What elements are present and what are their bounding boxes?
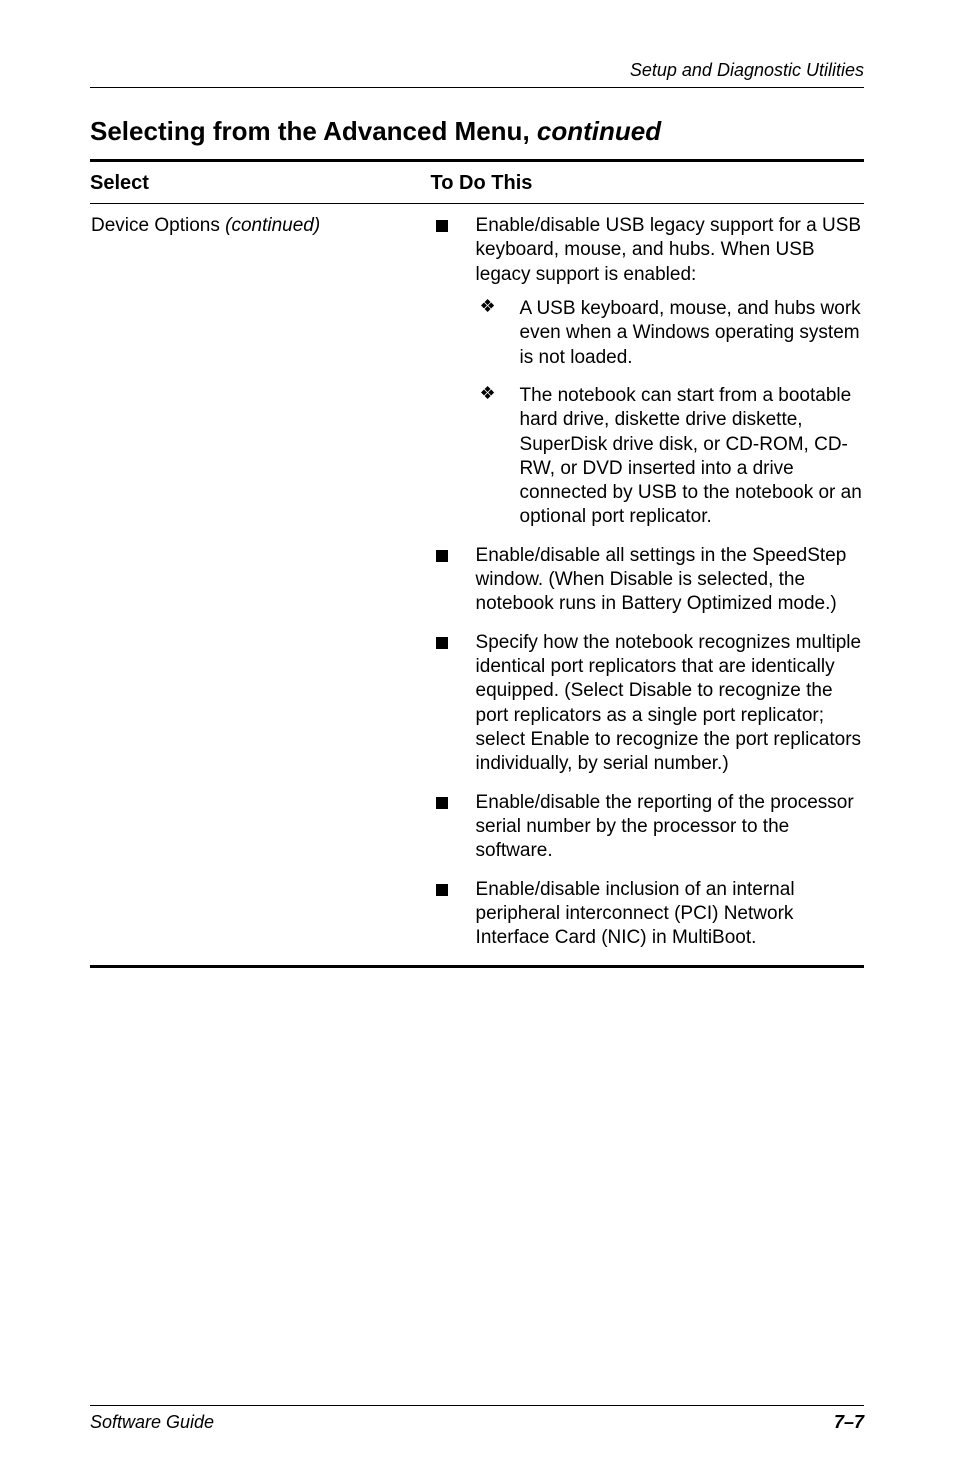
sub-list-item: The notebook can start from a bootable h… <box>476 384 863 530</box>
bullet-list: Enable/disable USB legacy support for a … <box>432 214 863 950</box>
list-item: Enable/disable inclusion of an internal … <box>432 878 863 951</box>
list-item-text: Enable/disable USB legacy support for a … <box>476 215 862 285</box>
footer-divider <box>90 1405 864 1406</box>
section-title: Selecting from the Advanced Menu, contin… <box>90 116 864 147</box>
list-item: Enable/disable all settings in the Speed… <box>432 544 863 617</box>
top-divider <box>90 87 864 88</box>
list-item: Specify how the notebook recognizes mult… <box>432 631 863 777</box>
col-header-select: Select <box>90 162 431 203</box>
footer-left: Software Guide <box>90 1412 214 1433</box>
table-row: Device Options (continued) Enable/disabl… <box>90 204 864 965</box>
footer-row: Software Guide 7–7 <box>90 1412 864 1433</box>
list-item: Enable/disable USB legacy support for a … <box>432 214 863 530</box>
row-label-cell: Device Options (continued) <box>90 204 431 965</box>
section-title-text: Selecting from the Advanced Menu, <box>90 116 537 146</box>
table-bottom-rule <box>90 965 864 968</box>
row-label-text: Device Options <box>91 215 225 236</box>
sub-list: A USB keyboard, mouse, and hubs work eve… <box>476 297 863 530</box>
col-header-todo: To Do This <box>431 162 864 203</box>
footer-page-number: 7–7 <box>834 1412 864 1433</box>
table-header-row: Select To Do This <box>90 162 864 203</box>
running-head: Setup and Diagnostic Utilities <box>90 60 864 81</box>
section-title-continued: continued <box>537 116 661 146</box>
advanced-menu-table: Select To Do This Device Options (contin… <box>90 162 864 968</box>
list-item: Enable/disable the reporting of the proc… <box>432 791 863 864</box>
page: Setup and Diagnostic Utilities Selecting… <box>0 0 954 1475</box>
row-label-continued: (continued) <box>225 215 320 236</box>
page-footer: Software Guide 7–7 <box>90 1405 864 1433</box>
sub-list-item: A USB keyboard, mouse, and hubs work eve… <box>476 297 863 370</box>
row-content-cell: Enable/disable USB legacy support for a … <box>431 204 864 965</box>
